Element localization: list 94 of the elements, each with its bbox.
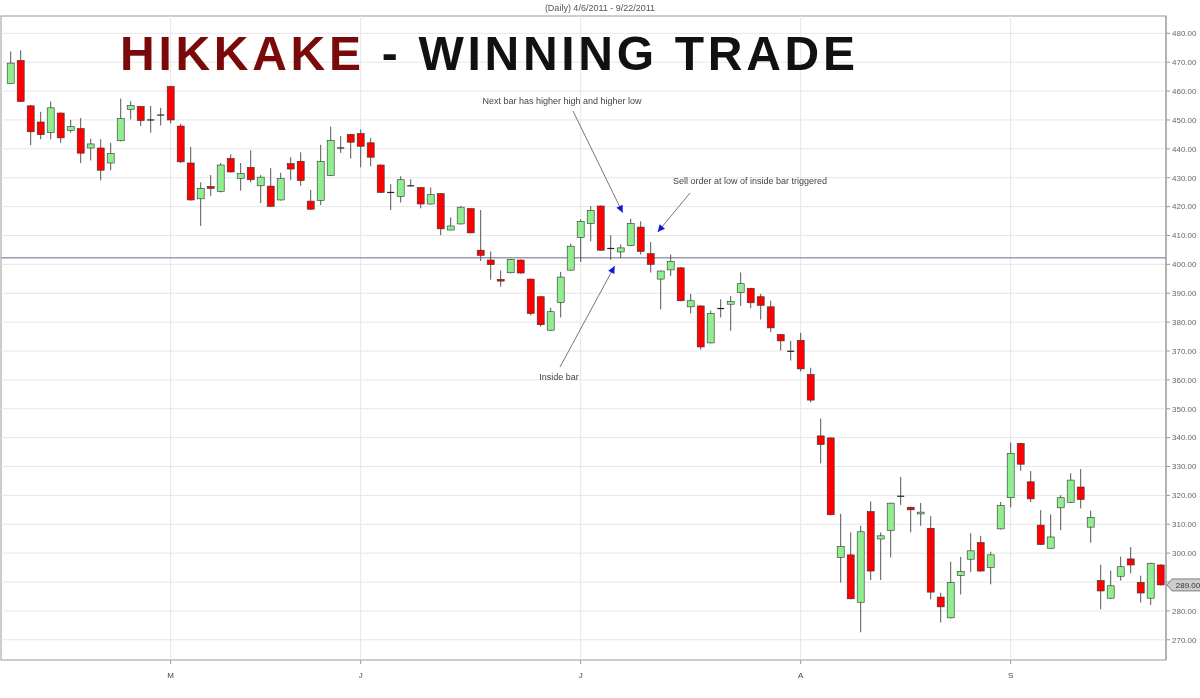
candlestick — [1086, 510, 1095, 544]
candlestick — [1056, 494, 1065, 531]
candlestick — [576, 218, 585, 263]
candlestick — [876, 531, 885, 581]
candlestick — [126, 100, 135, 120]
candlestick — [306, 189, 315, 211]
candlestick — [146, 105, 155, 134]
x-tick-label: S — [1008, 671, 1014, 680]
annotation: Sell order at low of inside bar triggered — [672, 176, 828, 186]
y-tick-label: 360.00 — [1172, 375, 1198, 385]
candlestick — [626, 218, 635, 247]
annotation: Next bar has higher high and higher low — [482, 96, 643, 106]
candlestick — [566, 243, 575, 272]
candlestick — [1036, 509, 1045, 546]
candlestick — [1046, 513, 1055, 550]
candlestick — [586, 205, 595, 242]
chart-subtitle: (Daily) 4/6/2011 - 9/22/2011 — [544, 3, 656, 13]
candlestick — [1076, 468, 1085, 509]
candlestick — [266, 167, 275, 208]
candlestick — [486, 250, 495, 281]
x-tick-label: J — [358, 671, 363, 680]
y-tick-label: 380.00 — [1172, 317, 1198, 327]
y-tick-label: 270.00 — [1172, 635, 1198, 645]
candlestick — [1116, 556, 1125, 582]
y-tick-label: 410.00 — [1172, 231, 1198, 241]
candlestick — [756, 293, 765, 321]
candlestick — [256, 174, 265, 204]
candlestick — [286, 156, 295, 181]
x-tick-label: M — [167, 671, 175, 680]
candlestick — [646, 241, 655, 273]
candlestick — [366, 137, 375, 167]
candlestick — [686, 293, 695, 314]
y-tick-label: 440.00 — [1172, 144, 1198, 154]
text: 289.00 — [1175, 580, 1200, 590]
candlestick — [546, 307, 555, 332]
candlestick — [956, 556, 965, 595]
y-tick-label: 400.00 — [1172, 260, 1198, 270]
candlestick — [226, 153, 235, 174]
candlestick — [6, 51, 15, 85]
candlestick — [656, 269, 665, 310]
candlestick — [456, 205, 465, 226]
candlestick — [1066, 472, 1075, 504]
candlestick — [816, 418, 825, 464]
annotation: Inside bar — [539, 372, 579, 382]
y-tick-label: 350.00 — [1172, 404, 1198, 414]
candlestick — [666, 254, 675, 277]
y-tick-label: 330.00 — [1172, 462, 1198, 472]
candlestick — [936, 592, 945, 623]
candlestick — [1136, 575, 1145, 604]
candlestick — [726, 295, 735, 332]
y-tick-label: 450.00 — [1172, 115, 1198, 125]
candlestick — [766, 300, 775, 333]
candlestick — [1016, 442, 1025, 472]
y-tick-label: 470.00 — [1172, 58, 1198, 68]
candlestick — [116, 98, 125, 142]
candlestick — [106, 142, 115, 171]
candlestick — [346, 133, 355, 160]
candlestick — [1126, 546, 1135, 574]
candlestick — [986, 551, 995, 585]
candlestick — [916, 502, 925, 527]
candlestick — [356, 128, 365, 168]
candlestick — [296, 151, 305, 187]
candlestick — [86, 138, 95, 161]
candlestick — [736, 271, 745, 307]
candlestick — [906, 506, 915, 533]
candlestick — [996, 501, 1005, 530]
candlestick — [206, 174, 215, 197]
y-tick-label: 420.00 — [1172, 202, 1198, 212]
chart-title: HIKKAKE - WINNING TRADE — [120, 27, 855, 80]
y-tick-label: 430.00 — [1172, 173, 1198, 183]
y-tick-label: 340.00 — [1172, 433, 1198, 443]
candlestick — [966, 532, 975, 573]
candlestick — [36, 111, 45, 140]
y-tick-label: 320.00 — [1172, 491, 1198, 501]
y-tick-label: 280.00 — [1172, 606, 1198, 616]
candlestick — [1096, 564, 1105, 610]
candlestick — [276, 172, 285, 202]
candlestick — [836, 513, 845, 584]
x-tick-label: J — [578, 671, 583, 680]
y-tick-label: 390.00 — [1172, 289, 1198, 299]
y-tick-label: 370.00 — [1172, 346, 1198, 356]
candlestick — [246, 149, 255, 183]
y-tick-label: 300.00 — [1172, 548, 1198, 558]
candlestick — [1106, 569, 1115, 600]
candlestick — [236, 162, 245, 192]
y-tick-label: 310.00 — [1172, 520, 1198, 530]
candlestick — [1026, 470, 1035, 503]
y-tick-label: 480.00 — [1172, 29, 1198, 39]
candlestick — [396, 175, 405, 204]
candlestick — [96, 138, 105, 181]
y-tick-label: 460.00 — [1172, 86, 1198, 96]
candlestick — [476, 209, 485, 262]
x-tick-label: A — [798, 671, 805, 680]
candlestick — [196, 181, 205, 227]
